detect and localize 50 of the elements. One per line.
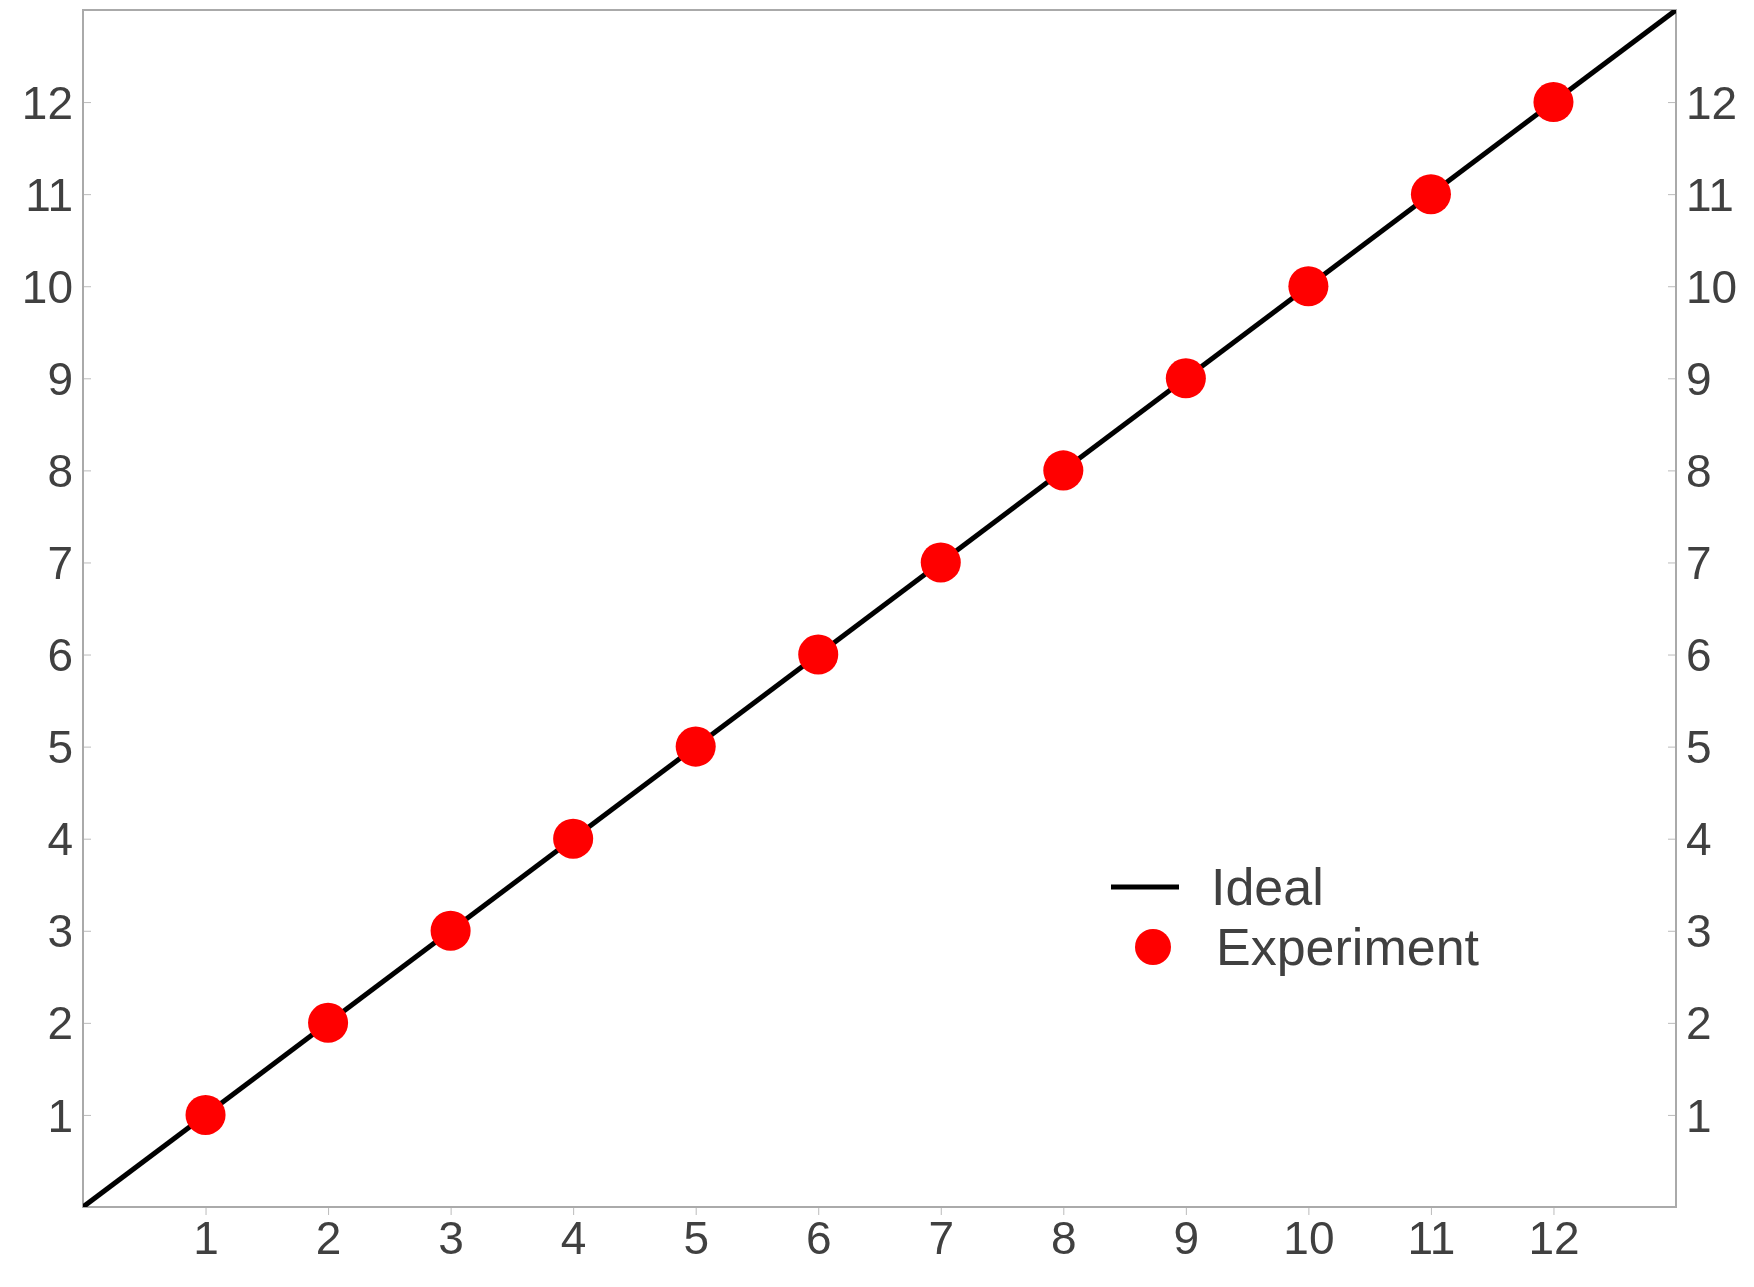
y-tick-label: 7 <box>47 537 73 590</box>
point <box>798 634 839 675</box>
x-tick-label: 12 <box>1528 1211 1580 1264</box>
point <box>1533 82 1574 123</box>
y2-tick-label: 3 <box>1686 905 1712 958</box>
x-tick-label: 6 <box>805 1211 832 1264</box>
y-tick-label: 6 <box>47 629 73 682</box>
y-tick-label: 1 <box>47 1089 73 1142</box>
y2-tick-label: 1 <box>1686 1089 1712 1142</box>
y2-tick-label: 9 <box>1686 352 1712 405</box>
x-tick-label: 10 <box>1283 1211 1335 1264</box>
y-tick-label: 3 <box>47 905 73 958</box>
y-tick-label: 2 <box>47 997 73 1050</box>
y-tick-label: 11 <box>25 168 73 221</box>
point <box>430 910 471 951</box>
point <box>1410 174 1451 215</box>
x-tick-label: 2 <box>315 1211 342 1264</box>
point <box>1165 358 1206 399</box>
x-tick-label: 3 <box>438 1211 464 1264</box>
point <box>1288 266 1329 307</box>
y-tick-label: 5 <box>47 721 73 774</box>
y2-tick-label: 7 <box>1686 537 1712 590</box>
point <box>308 1002 349 1043</box>
y2-tick-label: 2 <box>1686 997 1712 1050</box>
point <box>553 818 594 859</box>
y-tick-label: 10 <box>21 260 73 313</box>
y2-tick-label: 8 <box>1686 444 1712 497</box>
x-tick-label: 9 <box>1173 1211 1200 1264</box>
y2-tick-label: 4 <box>1686 813 1712 866</box>
x-tick-label: 8 <box>1051 1211 1077 1264</box>
x-tick-label: 1 <box>193 1211 219 1264</box>
point <box>185 1094 226 1135</box>
y2-tick-label: 10 <box>1686 260 1738 313</box>
x-tick-label: 5 <box>683 1211 709 1264</box>
point <box>675 726 716 767</box>
y2-tick-label: 5 <box>1686 721 1712 774</box>
y-tick-label: 8 <box>47 444 73 497</box>
x-tick-label: 4 <box>560 1211 587 1264</box>
legend-label: Experiment <box>1216 918 1480 977</box>
point <box>1043 450 1084 491</box>
x-tick-label: 11 <box>1407 1211 1456 1264</box>
y2-tick-label: 12 <box>1686 76 1738 129</box>
y-tick-label: 4 <box>47 813 73 866</box>
y2-tick-label: 11 <box>1686 168 1734 221</box>
legend-label: Ideal <box>1211 858 1324 917</box>
x-tick-label: 7 <box>928 1211 955 1264</box>
y2-tick-label: 6 <box>1686 629 1712 682</box>
y-tick-label: 9 <box>47 352 73 405</box>
point <box>920 542 961 583</box>
y-tick-label: 12 <box>21 76 73 129</box>
